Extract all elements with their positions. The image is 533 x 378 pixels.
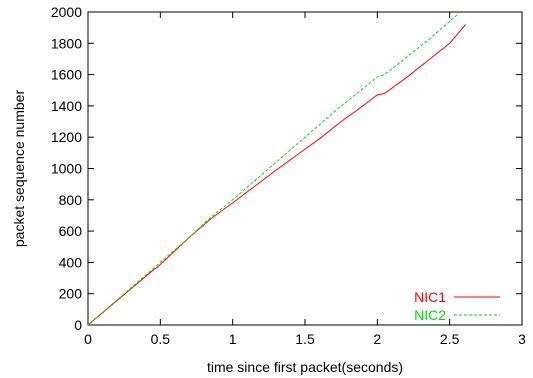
y-tick-label: 600 [59, 223, 83, 239]
y-tick-label: 1000 [51, 161, 82, 177]
y-tick-label: 1800 [51, 35, 82, 51]
series-line-nic2 [87, 14, 458, 326]
axis-ticks: 0 0.5 1 1.5 2 2.5 3 0 200 400 600 800 1000 1200 1400 16… [51, 4, 526, 347]
y-tick-label: 1200 [51, 129, 82, 145]
x-tick-label: 3 [518, 331, 526, 347]
y-axis-label: packet sequence number [11, 90, 27, 248]
series-lines [87, 14, 466, 326]
plot-area-border [87, 11, 523, 326]
legend: NIC1 NIC2 [414, 289, 500, 323]
plot-frame [87, 11, 523, 326]
x-axis-label: time since first packet(seconds) [207, 359, 403, 375]
y-tick-label: 0 [74, 317, 82, 333]
y-tick-label: 2000 [51, 4, 82, 20]
y-tick-label: 800 [59, 192, 83, 208]
y-tick-label: 200 [59, 286, 83, 302]
y-tick-label: 400 [59, 254, 83, 270]
x-tick-label: 1.5 [295, 331, 315, 347]
series-line-nic1 [87, 24, 466, 326]
y-tick-label: 1600 [51, 67, 82, 83]
y-tick-label: 1400 [51, 98, 82, 114]
x-tick-label: 2.5 [440, 331, 460, 347]
x-tick-label: 0.5 [151, 331, 171, 347]
legend-label-nic1: NIC1 [414, 289, 446, 305]
legend-label-nic2: NIC2 [414, 307, 446, 323]
x-tick-label: 0 [84, 331, 92, 347]
x-tick-label: 1 [229, 331, 237, 347]
x-tick-label: 2 [373, 331, 381, 347]
